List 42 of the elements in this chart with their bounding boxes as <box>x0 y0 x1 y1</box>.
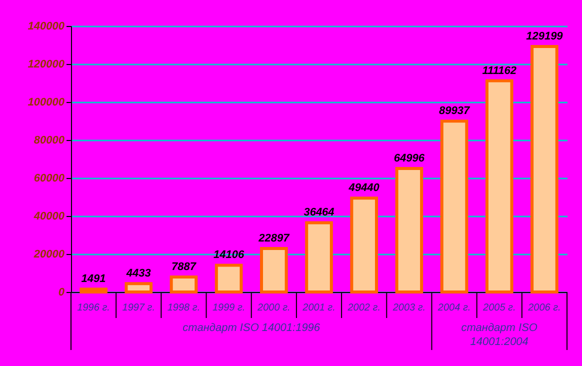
bar <box>350 196 378 294</box>
bar <box>485 79 514 294</box>
y-tick-label: 0 <box>58 286 66 298</box>
y-tick-label: 140000 <box>28 20 66 32</box>
data-label: 7887 <box>171 261 197 274</box>
y-tick-label: 20000 <box>32 248 66 260</box>
text: стандарт ISO 14001:1996 <box>182 322 321 334</box>
x-tick-label: 2003 г. <box>392 302 426 314</box>
y-tick-label: 120000 <box>28 58 66 70</box>
x-tick-label: 2005 г. <box>482 302 516 314</box>
x-tick-label: 1996 г. <box>77 302 110 314</box>
bar <box>170 276 198 294</box>
bar <box>440 120 468 294</box>
x-tick-label: 1998 г. <box>167 302 200 314</box>
y-tick-label: 40000 <box>32 210 66 222</box>
bar <box>80 288 108 294</box>
data-label: 129199 <box>526 30 564 43</box>
data-label: 64996 <box>394 152 426 165</box>
x-tick-label: 2001 г. <box>302 302 336 314</box>
y-tick-label: 80000 <box>34 134 66 146</box>
data-label: 22897 <box>258 232 290 244</box>
bar <box>530 45 558 294</box>
x-tick-label: 2006 г. <box>527 302 561 314</box>
data-label: 49440 <box>348 182 380 194</box>
y-tick-label: 60000 <box>34 172 66 184</box>
data-label: 4433 <box>125 268 151 280</box>
data-label: 1491 <box>81 273 106 286</box>
x-tick-label: 2002 г. <box>346 302 380 314</box>
bar <box>305 221 333 294</box>
data-label: 89937 <box>438 105 470 118</box>
text: стандарт ISO 14001:2004 <box>461 322 538 348</box>
data-label: 111162 <box>482 64 516 77</box>
data-label: 36464 <box>304 206 334 219</box>
y-tick-label: 100000 <box>28 96 66 108</box>
x-tick-label: 2000 г. <box>256 302 290 314</box>
bar <box>124 282 153 294</box>
x-tick-label: 1997 г. <box>122 302 156 314</box>
x-tick-label: 1999 г. <box>212 302 246 314</box>
bar <box>395 167 424 294</box>
x-tick-label: 2004 г. <box>436 302 471 314</box>
bar <box>214 264 243 294</box>
bar <box>260 246 288 294</box>
